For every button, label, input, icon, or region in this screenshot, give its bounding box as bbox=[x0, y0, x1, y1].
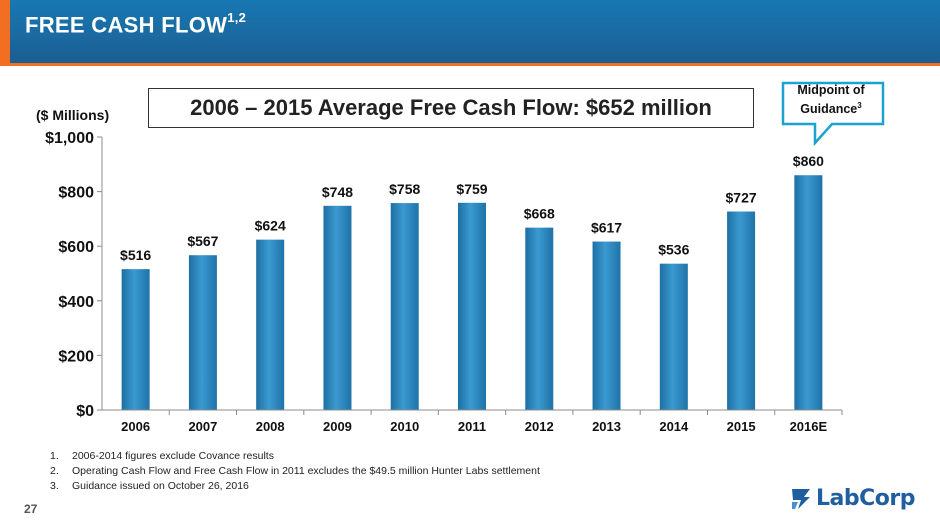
footnote-text: 2006-2014 figures exclude Covance result… bbox=[72, 450, 274, 462]
x-tick-label: 2007 bbox=[188, 419, 217, 434]
data-label: $536 bbox=[658, 242, 689, 258]
bar bbox=[390, 203, 419, 410]
callout-line-2-text: Guidance bbox=[800, 102, 858, 117]
bar bbox=[592, 241, 621, 410]
data-label: $727 bbox=[726, 190, 757, 206]
header-rule bbox=[0, 63, 940, 66]
page-title: FREE CASH FLOW1,2 bbox=[25, 10, 247, 38]
labcorp-logo: LabCorp bbox=[790, 486, 915, 511]
y-tick-label: $600 bbox=[58, 239, 94, 256]
bar bbox=[188, 255, 217, 410]
data-label: $668 bbox=[524, 206, 555, 222]
y-tick-label: $0 bbox=[76, 403, 94, 420]
footnote-text: Guidance issued on October 26, 2016 bbox=[72, 480, 249, 492]
footnote-number: 2. bbox=[50, 465, 59, 477]
callout-line-1: Midpoint of bbox=[797, 83, 865, 97]
data-label: $617 bbox=[591, 220, 622, 236]
bar bbox=[256, 239, 285, 410]
bar bbox=[323, 205, 352, 410]
header-bar bbox=[0, 0, 940, 63]
bar bbox=[727, 211, 756, 410]
data-label: $759 bbox=[456, 181, 487, 197]
bar bbox=[659, 263, 688, 410]
data-label: $624 bbox=[255, 218, 286, 234]
labcorp-logo-icon bbox=[792, 488, 810, 509]
x-tick-label: 2015 bbox=[727, 419, 756, 434]
y-tick-label: $200 bbox=[58, 348, 94, 365]
footnote-number: 3. bbox=[50, 480, 59, 492]
bar bbox=[525, 227, 554, 410]
page-number: 27 bbox=[24, 502, 38, 516]
page-title-text: FREE CASH FLOW bbox=[25, 12, 228, 38]
average-banner: 2006 – 2015 Average Free Cash Flow: $652… bbox=[148, 88, 754, 128]
data-label: $748 bbox=[322, 184, 353, 200]
guidance-callout-text: Midpoint of Guidance3 bbox=[781, 83, 881, 117]
data-label: $516 bbox=[120, 247, 151, 263]
x-tick-label: 2014 bbox=[659, 419, 689, 434]
x-tick-label: 2012 bbox=[525, 419, 554, 434]
callout-line-2: Guidance3 bbox=[781, 98, 881, 117]
y-tick-label: $400 bbox=[58, 294, 94, 311]
data-label: $758 bbox=[389, 181, 420, 197]
y-tick-label: $800 bbox=[58, 185, 94, 202]
x-tick-label: 2016E bbox=[790, 419, 828, 434]
bar bbox=[121, 269, 150, 410]
footnotes: 1. 2006-2014 figures exclude Covance resu… bbox=[50, 449, 540, 494]
bar bbox=[794, 175, 823, 410]
x-tick-label: 2011 bbox=[458, 419, 486, 434]
footnote: 2. Operating Cash Flow and Free Cash Flow… bbox=[50, 464, 540, 479]
y-tick-label: $1,000 bbox=[45, 130, 94, 147]
page-title-superscript: 1,2 bbox=[227, 10, 247, 25]
bar bbox=[458, 202, 486, 410]
x-tick-label: 2008 bbox=[256, 419, 285, 434]
x-tick-label: 2006 bbox=[121, 419, 150, 434]
x-tick-label: 2009 bbox=[323, 419, 352, 434]
header-accent bbox=[0, 0, 10, 63]
footnote-text: Operating Cash Flow and Free Cash Flow i… bbox=[72, 465, 540, 477]
footnote-number: 1. bbox=[50, 450, 59, 462]
footnote: 3. Guidance issued on October 26, 2016 bbox=[50, 479, 540, 494]
footnote: 1. 2006-2014 figures exclude Covance resu… bbox=[50, 449, 540, 464]
data-label: $567 bbox=[187, 233, 218, 249]
units-label: ($ Millions) bbox=[36, 107, 110, 123]
x-tick-label: 2010 bbox=[390, 419, 419, 434]
guidance-callout-box bbox=[781, 81, 885, 147]
x-tick-label: 2013 bbox=[592, 419, 621, 434]
callout-superscript: 3 bbox=[857, 101, 862, 110]
data-label: $860 bbox=[793, 153, 824, 169]
labcorp-logo-text: LabCorp bbox=[816, 486, 915, 511]
